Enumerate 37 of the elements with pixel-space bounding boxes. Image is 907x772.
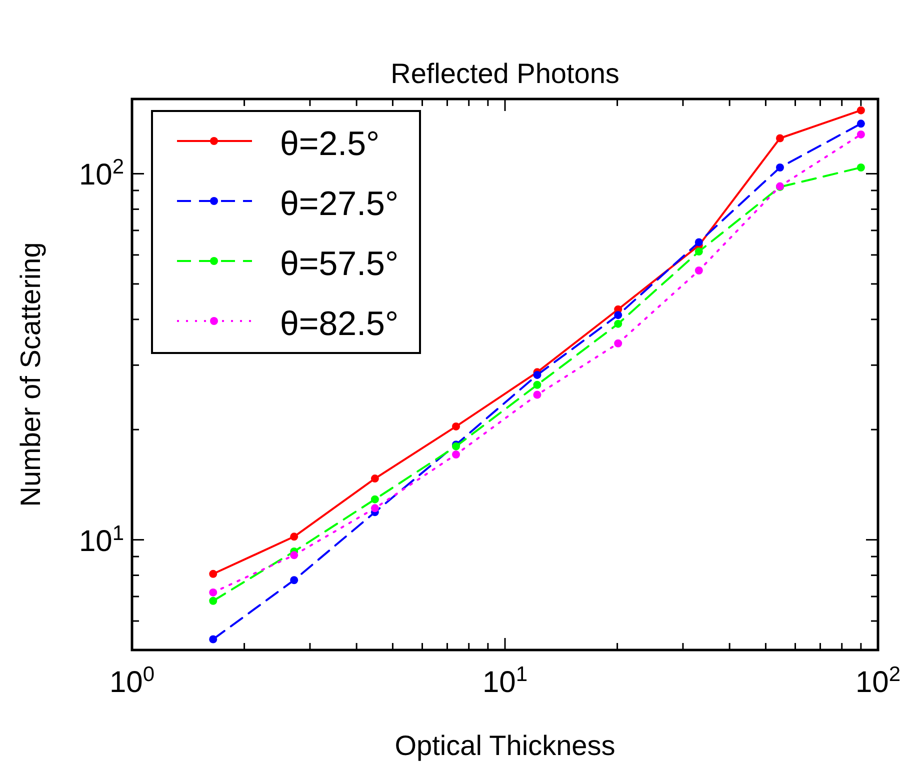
point	[776, 163, 784, 172]
point	[856, 130, 865, 138]
point	[533, 370, 542, 379]
point	[856, 106, 865, 114]
legend-label: θ=27.5°	[280, 185, 399, 223]
point	[856, 120, 865, 128]
x-tick-label: 10$^{2}$	[855, 662, 901, 699]
x-tick-label: 10$^{1}$	[482, 662, 528, 699]
point	[209, 588, 218, 596]
point	[209, 635, 218, 644]
point	[776, 134, 784, 142]
legend-label: θ=2.5°	[280, 125, 380, 163]
point	[370, 495, 379, 504]
point	[370, 474, 379, 483]
point	[614, 320, 622, 328]
point	[614, 311, 622, 320]
legend-label: θ=57.5°	[280, 245, 399, 283]
point	[694, 248, 703, 256]
legend-label: θ=82.5°	[280, 305, 399, 343]
point	[533, 390, 542, 399]
point	[290, 551, 298, 560]
point	[694, 238, 703, 246]
point	[290, 576, 298, 584]
point	[694, 266, 703, 275]
point	[614, 339, 622, 348]
point	[209, 596, 218, 605]
x-axis-title: Optical Thickness	[394, 730, 616, 761]
point	[452, 450, 460, 459]
point	[209, 570, 218, 578]
point	[856, 163, 865, 172]
x-tick-label: 10$^{0}$	[109, 662, 155, 699]
point	[370, 504, 379, 512]
chart-title: Reflected Photons	[390, 58, 620, 89]
point	[533, 380, 542, 389]
point	[290, 532, 298, 541]
point	[452, 422, 460, 430]
y-axis-title: Number of Scattering	[15, 242, 46, 507]
